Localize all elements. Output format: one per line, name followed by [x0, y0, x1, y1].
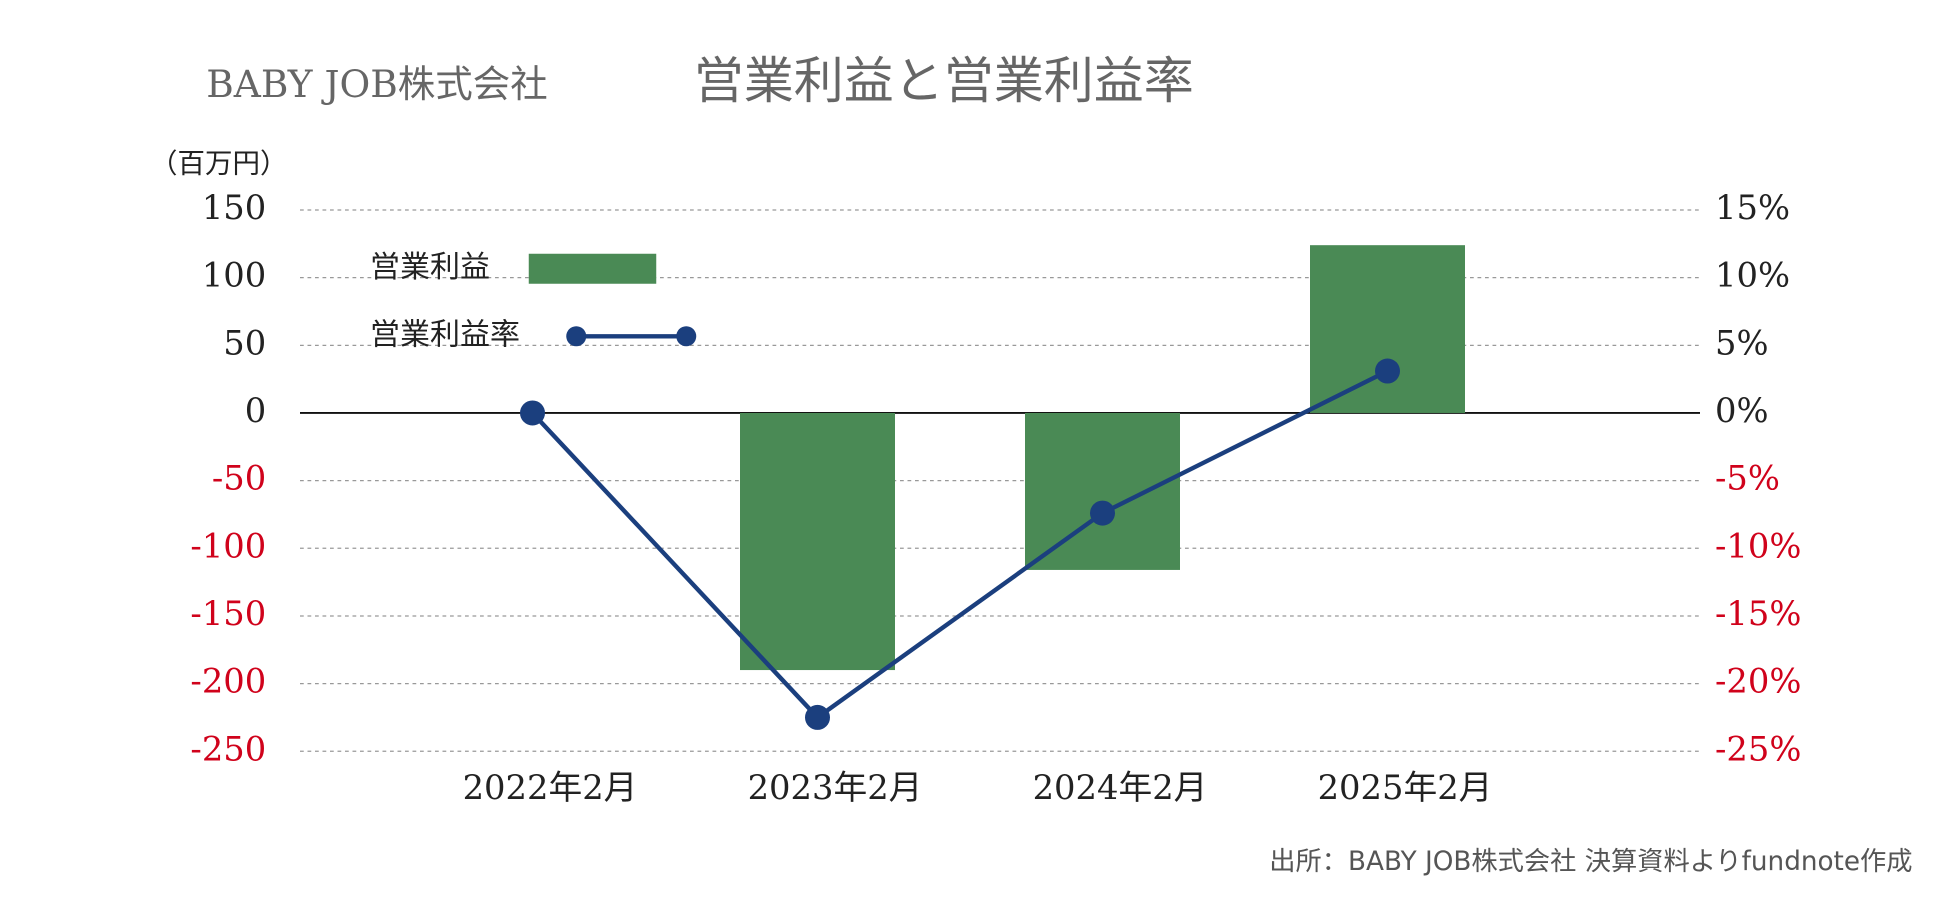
legend-label: 営業利益率	[370, 317, 520, 352]
y2-tick-label: -25%	[1715, 729, 1801, 768]
y2-tick-label: 10%	[1715, 256, 1790, 295]
company: BABY JOB株式会社	[206, 62, 548, 106]
x-tick-label: 2023年2月	[748, 768, 923, 807]
line	[530, 369, 1389, 721]
legend-swatch	[676, 326, 697, 347]
y-tick-label: 0	[245, 391, 266, 430]
legend-label: 営業利益	[370, 250, 490, 285]
y2-tick-label: -5%	[1715, 459, 1780, 498]
x-tick-label: 2022年2月	[463, 768, 638, 807]
y-unit-label: （百万円）	[150, 148, 288, 180]
line-point	[520, 400, 545, 426]
x-tick-label: 2025年2月	[1318, 768, 1493, 807]
y2-tick-label: 0%	[1715, 391, 1769, 430]
y-tick-label: -50	[212, 459, 266, 498]
y-tick-label: -150	[190, 594, 266, 633]
y-tick-label: 50	[223, 323, 266, 362]
y2-tick-label: -10%	[1715, 526, 1801, 565]
legend-swatch	[528, 253, 657, 284]
chart-title: 営業利益と営業利益率	[694, 52, 1194, 110]
y2-tick-label: 15%	[1715, 188, 1790, 227]
y2-tick-label: -15%	[1715, 594, 1801, 633]
y2-tick-label: 5%	[1715, 323, 1769, 362]
source: 出所：BABY JOB株式会社 決算資料よりfundnote作成	[1269, 847, 1912, 877]
bar	[1025, 412, 1180, 570]
line-point	[1090, 500, 1115, 526]
x-tick-label: 2024年2月	[1033, 768, 1208, 807]
legend-swatch	[566, 326, 587, 347]
y-tick-label: -200	[190, 662, 266, 701]
y-tick-label: -100	[190, 526, 266, 565]
bar	[1310, 245, 1465, 413]
line-point	[805, 704, 830, 730]
y-tick-label: 150	[202, 188, 266, 227]
line-point	[1375, 358, 1400, 384]
y-tick-label: 100	[202, 256, 266, 295]
bar	[740, 412, 895, 671]
y2-tick-label: -20%	[1715, 662, 1801, 701]
y-tick-label: -250	[190, 729, 266, 768]
